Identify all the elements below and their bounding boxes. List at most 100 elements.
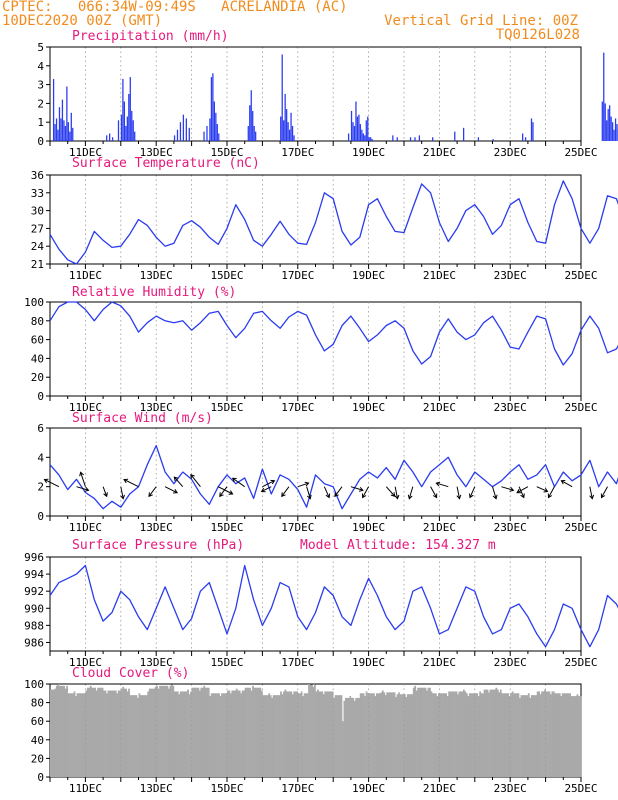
cloud-bar (501, 693, 504, 777)
cloud-bar (448, 691, 451, 777)
cloud-bar (479, 691, 481, 777)
cloud-bar (203, 685, 206, 777)
cloud-bar (355, 697, 358, 777)
precip-bar (128, 94, 130, 141)
precip-bar (66, 86, 68, 141)
cloud-bar (151, 688, 154, 777)
cloud-bar (353, 700, 356, 777)
cloud-bar (154, 686, 157, 777)
cloud-bar (141, 695, 144, 777)
cloud-bar (182, 691, 185, 777)
cloud-bar (499, 689, 502, 777)
cloud-bar (165, 685, 167, 777)
wind-vector-head (103, 492, 108, 498)
x-tick-label: 25DEC (564, 521, 597, 534)
cloud-bar (349, 696, 352, 777)
cloud-bar (162, 685, 164, 777)
cloud-bar (148, 688, 151, 777)
wind-vector (362, 486, 370, 498)
cloud-bar (498, 692, 501, 777)
wind-vector (306, 486, 311, 499)
cloud-bar (306, 693, 309, 777)
wind-vector (217, 486, 233, 495)
wind-vector (281, 486, 290, 497)
wind-vector (350, 486, 364, 491)
cloud-bar (485, 689, 487, 777)
cloud-bar (219, 696, 222, 777)
wind-vector (44, 479, 60, 488)
cloud-bar (66, 685, 68, 777)
cloud-bar (55, 685, 58, 777)
cloud-bar (340, 695, 343, 777)
wind-vector-head (516, 488, 522, 494)
wind-vector (120, 486, 124, 499)
cloud-bar (570, 696, 573, 777)
cloud-bar (98, 687, 101, 777)
cloud-bar (424, 687, 427, 777)
wind-vector-head (394, 494, 400, 500)
x-tick-label: 25DEC (564, 656, 597, 669)
cloud-bar (91, 687, 94, 777)
wind-vector-head (120, 494, 125, 500)
cloud-bar (128, 688, 130, 777)
wind-vector-head (492, 494, 498, 500)
cloud-bar (101, 687, 104, 777)
cloud-bar (524, 695, 527, 777)
cloud-bar (477, 696, 480, 777)
precip-bar (253, 125, 255, 141)
cloud-bar (107, 690, 110, 777)
x-tick-label: 13DEC (140, 656, 173, 669)
x-tick-label: 15DEC (210, 782, 243, 795)
cloud-bar (539, 694, 542, 777)
precip-bar (432, 137, 434, 141)
x-tick-label: 15DEC (210, 401, 243, 414)
precip-bar (67, 122, 69, 141)
x-tick-label: 19DEC (352, 521, 385, 534)
wind-vector-head (84, 486, 90, 492)
cloud-bar (564, 693, 567, 777)
cloud-bar (190, 691, 192, 777)
wind-vector-head (520, 493, 525, 499)
x-tick-label: 13DEC (140, 401, 173, 414)
precip-bar (614, 118, 617, 141)
cloud-bar (60, 685, 63, 777)
cloud-bar (235, 688, 238, 777)
cloud-bar (207, 687, 210, 777)
cloud-bar (160, 685, 163, 777)
precip-bar (291, 125, 294, 141)
cloud-bar (377, 693, 380, 777)
cloud-bar (241, 690, 244, 777)
cloud-bar (309, 684, 312, 777)
cloud-bar (246, 687, 248, 777)
cloud-bar (393, 692, 396, 777)
cloud-bar (319, 691, 322, 777)
wind-vector-head (543, 487, 549, 493)
cloud-bar (175, 691, 178, 777)
cloud-bar (218, 693, 220, 777)
precip-bar (361, 129, 363, 141)
wind-vector (80, 472, 86, 487)
cloud-bar (578, 696, 580, 777)
wind-vector (323, 486, 330, 498)
x-tick-label: 11DEC (69, 269, 102, 282)
cloud-bar (83, 693, 86, 777)
cloud-bar (535, 695, 538, 777)
cloud-bar (411, 694, 414, 777)
cloud-bar (356, 697, 359, 777)
precip-bar (213, 101, 215, 141)
cloud-bar (401, 694, 403, 777)
cloud-bar (193, 687, 195, 777)
wind-vector (261, 486, 272, 492)
precip-bar (286, 109, 288, 141)
wind-vector-head (432, 493, 438, 499)
cloud-bar (511, 691, 514, 777)
cloud-bar (414, 685, 417, 777)
cloud-bar (417, 687, 420, 777)
precip-bar (359, 124, 362, 141)
y-tick-label: 4 (37, 451, 44, 464)
cloud-bar (52, 689, 55, 777)
wind-vector (536, 486, 548, 492)
wind-vector (76, 486, 89, 491)
x-tick-label: 25DEC (564, 146, 597, 159)
x-tick-label: 21DEC (423, 401, 456, 414)
